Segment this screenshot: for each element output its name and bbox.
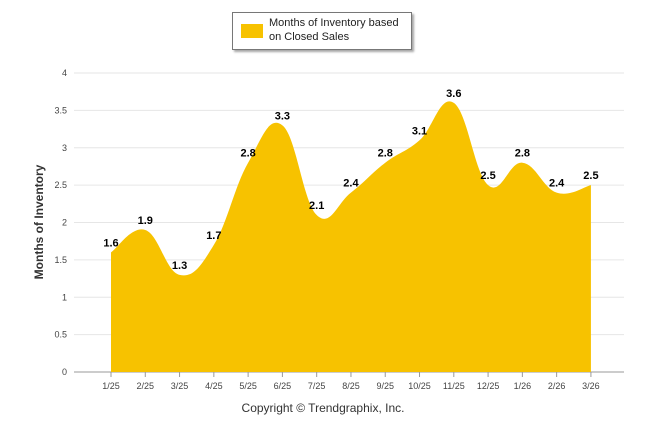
legend-label-line2: on Closed Sales [269,31,350,43]
data-label: 1.9 [138,215,153,227]
data-label: 2.4 [549,178,565,190]
y-tick-label: 3 [62,143,67,153]
y-tick-label: 0 [62,367,67,377]
area-series [111,101,591,372]
legend[interactable]: Months of Inventory based on Closed Sale… [232,12,412,50]
data-label: 2.4 [343,178,359,190]
x-tick-label: 2/26 [548,381,566,391]
data-label: 2.8 [515,148,530,160]
x-tick-label: 6/25 [274,381,292,391]
area-fill [111,101,591,372]
y-tick-label: 1 [62,292,67,302]
x-tick-label: 4/25 [205,381,223,391]
x-axis-ticks: 1/25 2/25 3/25 4/25 5/25 6/25 7/25 8/25 9/25 10/2… [102,372,600,391]
x-tick-label: 5/25 [239,381,257,391]
data-label: 1.3 [172,260,187,272]
x-tick-label: 11/25 [443,381,465,391]
y-tick-label: 1.5 [54,255,67,265]
y-tick-label: 0.5 [54,330,67,340]
y-tick-label: 4 [62,68,67,78]
data-label: 1.7 [206,230,221,242]
x-tick-label: 3/25 [171,381,189,391]
data-label: 1.6 [103,237,118,249]
data-label: 3.6 [446,88,461,100]
data-label: 2.5 [583,170,598,182]
x-tick-label: 2/25 [137,381,155,391]
data-labels: 1.6 1.9 1.3 1.7 2.8 3.3 2.1 2.4 2.8 3.1 3.6 2.5 2.8 2… [103,88,598,272]
x-tick-label: 1/25 [102,381,120,391]
y-tick-label: 3.5 [54,105,67,115]
x-tick-label: 3/26 [582,381,600,391]
data-label: 3.3 [275,110,290,122]
x-tick-label: 1/26 [514,381,532,391]
legend-label: Months of Inventory based on Closed Sale… [269,16,409,44]
x-tick-label: 7/25 [308,381,326,391]
y-tick-label: 2.5 [54,180,67,190]
data-label: 3.1 [412,125,427,137]
legend-label-line1: Months of Inventory based [269,17,399,29]
x-tick-label: 12/25 [477,381,500,391]
y-axis-ticks: 0 0.5 1 1.5 2 2.5 3 3.5 4 [54,68,67,377]
x-tick-label: 8/25 [342,381,360,391]
x-tick-label: 9/25 [376,381,394,391]
data-label: 2.8 [240,148,255,160]
data-label: 2.1 [309,200,324,212]
x-tick-label: 10/25 [408,381,431,391]
data-label: 2.8 [378,148,393,160]
copyright-text: Copyright © Trendgraphix, Inc. [241,401,405,415]
y-tick-label: 2 [62,218,67,228]
legend-swatch [241,24,263,38]
y-axis-title: Months of Inventory [32,164,46,279]
data-label: 2.5 [480,170,495,182]
